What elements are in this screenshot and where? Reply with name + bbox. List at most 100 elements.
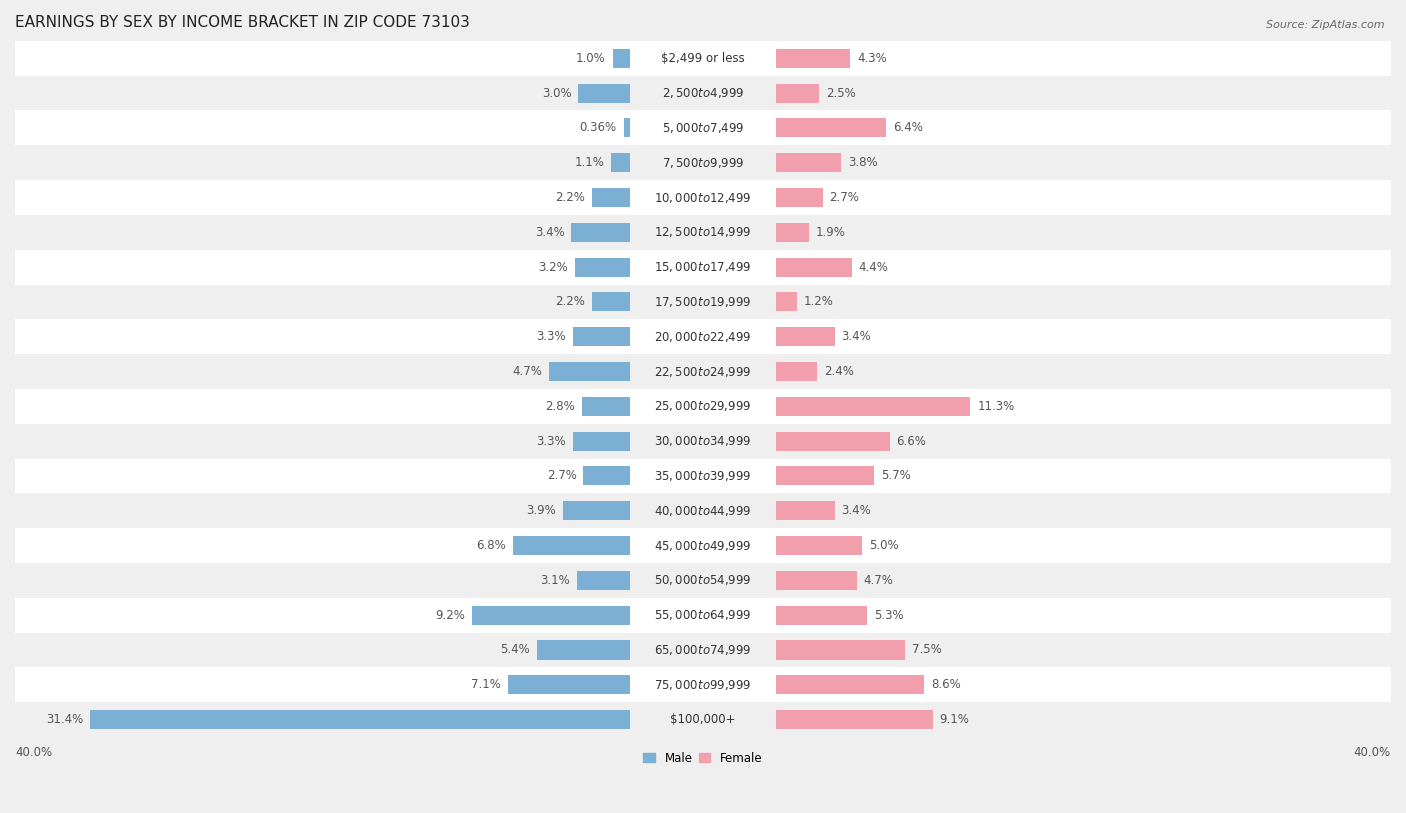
- Text: 3.3%: 3.3%: [537, 330, 567, 343]
- Bar: [776, 49, 851, 67]
- Text: $10,000 to $12,499: $10,000 to $12,499: [654, 190, 752, 205]
- Bar: [15, 667, 1391, 702]
- Text: 2.2%: 2.2%: [555, 191, 585, 204]
- Text: $15,000 to $17,499: $15,000 to $17,499: [654, 260, 752, 274]
- Text: 5.0%: 5.0%: [869, 539, 898, 552]
- Text: 5.3%: 5.3%: [875, 609, 904, 622]
- Bar: [776, 710, 932, 729]
- Text: $12,500 to $14,999: $12,500 to $14,999: [654, 225, 752, 239]
- Text: $45,000 to $49,999: $45,000 to $49,999: [654, 538, 752, 553]
- Bar: [776, 327, 835, 346]
- Text: 3.3%: 3.3%: [537, 435, 567, 448]
- Text: $5,000 to $7,499: $5,000 to $7,499: [662, 121, 744, 135]
- Text: 7.5%: 7.5%: [912, 643, 942, 656]
- Text: 2.5%: 2.5%: [825, 87, 856, 100]
- Legend: Male, Female: Male, Female: [638, 747, 768, 769]
- Text: 7.1%: 7.1%: [471, 678, 501, 691]
- Text: Source: ZipAtlas.com: Source: ZipAtlas.com: [1267, 20, 1385, 30]
- Text: 31.4%: 31.4%: [45, 713, 83, 726]
- Bar: [776, 293, 797, 311]
- Text: 3.4%: 3.4%: [841, 330, 872, 343]
- Text: 4.3%: 4.3%: [856, 52, 887, 65]
- Bar: [15, 76, 1391, 111]
- Bar: [15, 702, 1391, 737]
- Bar: [15, 320, 1391, 354]
- Text: 0.36%: 0.36%: [579, 121, 617, 134]
- Bar: [776, 606, 868, 624]
- Text: 1.1%: 1.1%: [574, 156, 605, 169]
- Text: 1.2%: 1.2%: [804, 295, 834, 308]
- Bar: [15, 633, 1391, 667]
- Text: 3.8%: 3.8%: [848, 156, 877, 169]
- Text: 2.8%: 2.8%: [546, 400, 575, 413]
- Text: 4.4%: 4.4%: [859, 261, 889, 274]
- Bar: [537, 641, 630, 659]
- Bar: [15, 424, 1391, 459]
- Text: 6.6%: 6.6%: [897, 435, 927, 448]
- Bar: [776, 501, 835, 520]
- Text: 2.7%: 2.7%: [547, 469, 576, 482]
- Text: 3.0%: 3.0%: [541, 87, 571, 100]
- Text: $25,000 to $29,999: $25,000 to $29,999: [654, 399, 752, 413]
- Bar: [15, 354, 1391, 389]
- Bar: [574, 327, 630, 346]
- Text: 8.6%: 8.6%: [931, 678, 960, 691]
- Bar: [15, 493, 1391, 528]
- Text: 3.1%: 3.1%: [540, 574, 569, 587]
- Bar: [15, 250, 1391, 285]
- Text: $22,500 to $24,999: $22,500 to $24,999: [654, 364, 752, 379]
- Text: 11.3%: 11.3%: [977, 400, 1015, 413]
- Bar: [776, 536, 862, 555]
- Text: 3.4%: 3.4%: [534, 226, 565, 239]
- Bar: [776, 223, 808, 242]
- Bar: [575, 258, 630, 276]
- Text: 9.1%: 9.1%: [939, 713, 969, 726]
- Bar: [15, 111, 1391, 146]
- Text: 4.7%: 4.7%: [512, 365, 543, 378]
- Text: $2,499 or less: $2,499 or less: [661, 52, 745, 65]
- Bar: [15, 389, 1391, 424]
- Bar: [776, 84, 820, 102]
- Text: $2,500 to $4,999: $2,500 to $4,999: [662, 86, 744, 100]
- Text: $55,000 to $64,999: $55,000 to $64,999: [654, 608, 752, 622]
- Bar: [776, 153, 841, 172]
- Text: 2.2%: 2.2%: [555, 295, 585, 308]
- Text: 3.9%: 3.9%: [526, 504, 555, 517]
- Bar: [576, 571, 630, 590]
- Bar: [582, 397, 630, 416]
- Bar: [583, 467, 630, 485]
- Bar: [776, 571, 856, 590]
- Bar: [776, 188, 823, 207]
- Bar: [776, 397, 970, 416]
- Text: 3.2%: 3.2%: [538, 261, 568, 274]
- Bar: [776, 362, 817, 381]
- Bar: [90, 710, 630, 729]
- Text: 9.2%: 9.2%: [434, 609, 465, 622]
- Bar: [578, 84, 630, 102]
- Bar: [508, 675, 630, 694]
- Bar: [15, 180, 1391, 215]
- Text: 5.7%: 5.7%: [882, 469, 911, 482]
- Text: 40.0%: 40.0%: [1354, 746, 1391, 759]
- Bar: [776, 675, 924, 694]
- Text: $100,000+: $100,000+: [671, 713, 735, 726]
- Bar: [612, 153, 630, 172]
- Text: 5.4%: 5.4%: [501, 643, 530, 656]
- Text: $30,000 to $34,999: $30,000 to $34,999: [654, 434, 752, 448]
- Text: 40.0%: 40.0%: [15, 746, 52, 759]
- Text: 4.7%: 4.7%: [863, 574, 894, 587]
- Text: 6.8%: 6.8%: [477, 539, 506, 552]
- Bar: [15, 285, 1391, 320]
- Text: $65,000 to $74,999: $65,000 to $74,999: [654, 643, 752, 657]
- Text: $75,000 to $99,999: $75,000 to $99,999: [654, 678, 752, 692]
- Bar: [15, 598, 1391, 633]
- Bar: [550, 362, 630, 381]
- Bar: [562, 501, 630, 520]
- Bar: [776, 467, 875, 485]
- Bar: [15, 459, 1391, 493]
- Text: 1.0%: 1.0%: [576, 52, 606, 65]
- Bar: [624, 119, 630, 137]
- Bar: [513, 536, 630, 555]
- Bar: [574, 432, 630, 450]
- Text: $35,000 to $39,999: $35,000 to $39,999: [654, 469, 752, 483]
